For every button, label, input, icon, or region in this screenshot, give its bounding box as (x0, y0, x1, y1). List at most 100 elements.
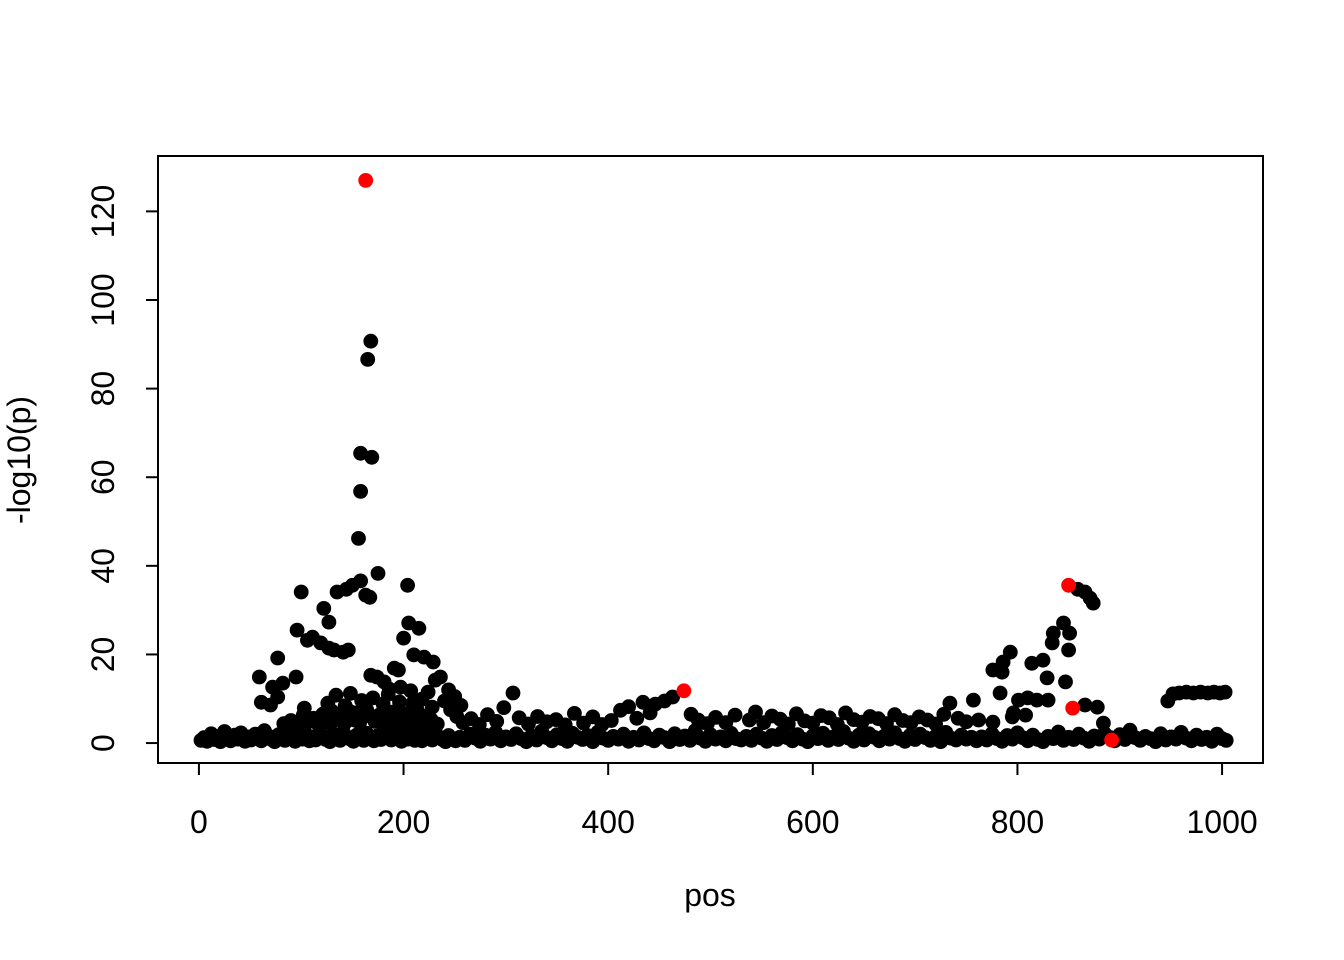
y-tick-label: 60 (85, 459, 121, 495)
data-point (557, 717, 573, 733)
data-point (966, 692, 981, 708)
data-point (337, 698, 353, 714)
data-point (1039, 670, 1055, 686)
data-point (471, 717, 487, 732)
data-point (1006, 705, 1021, 721)
data-point (420, 684, 436, 700)
data-point (1077, 697, 1093, 713)
y-tick-label: 0 (85, 734, 121, 752)
x-axis: 0 200 400 600 800 1000 (190, 764, 1258, 840)
data-point (405, 695, 421, 711)
data-point (958, 714, 974, 730)
data-point (362, 589, 378, 605)
x-tick-label: 800 (991, 804, 1044, 840)
data-point (270, 689, 286, 705)
x-tick-label: 400 (581, 804, 634, 840)
data-point (830, 717, 845, 732)
data-point (505, 685, 521, 701)
data-point (364, 449, 380, 465)
data-point (1045, 625, 1061, 641)
highlighted-point (1061, 577, 1076, 593)
data-point (992, 685, 1008, 701)
data-point (360, 352, 376, 367)
highlighted-point (676, 683, 692, 699)
data-point (296, 700, 312, 716)
y-tick-label: 40 (85, 548, 121, 584)
data-point (1024, 655, 1040, 671)
data-point (1085, 595, 1101, 611)
data-point (971, 712, 986, 728)
data-point (1018, 707, 1033, 723)
data-point (621, 699, 636, 715)
data-point (1218, 733, 1234, 748)
data-point (635, 694, 651, 710)
y-tick-label: 20 (85, 637, 121, 673)
data-point (1002, 644, 1018, 660)
data-point (392, 694, 407, 710)
data-point (275, 675, 291, 691)
data-point (353, 573, 368, 589)
data-point (496, 700, 512, 715)
data-point (985, 714, 1001, 730)
data-point (398, 706, 413, 722)
data-point (1058, 674, 1073, 690)
data-point (425, 654, 441, 670)
points-layer (193, 173, 1234, 750)
data-point (343, 686, 358, 701)
data-point (370, 566, 386, 581)
highlighted-point (1065, 700, 1081, 716)
data-point (1035, 652, 1051, 668)
data-point (429, 716, 445, 732)
data-point (351, 531, 366, 546)
data-point (321, 614, 337, 630)
data-point (433, 669, 448, 685)
y-axis: 0 20 40 60 80 100 120 (85, 185, 157, 752)
data-point (316, 601, 332, 616)
data-point (391, 662, 406, 678)
data-point (1040, 692, 1056, 708)
data-point (411, 620, 427, 636)
data-point (1062, 625, 1077, 641)
data-point (727, 707, 743, 723)
data-point (251, 669, 267, 685)
y-tick-label: 120 (85, 185, 121, 238)
data-point (424, 699, 440, 715)
data-point (288, 669, 304, 685)
data-point (928, 716, 943, 732)
data-point (270, 650, 286, 666)
data-point (348, 705, 363, 721)
data-point (453, 698, 469, 713)
x-tick-label: 600 (786, 804, 839, 840)
x-tick-label: 1000 (1186, 804, 1257, 840)
data-point (936, 706, 952, 722)
highlighted-point (358, 173, 374, 188)
y-axis-label: -log10(p) (1, 396, 37, 524)
x-tick-label: 0 (190, 804, 208, 840)
data-point (1029, 692, 1045, 708)
data-point (353, 484, 368, 499)
x-axis-label: pos (684, 877, 736, 913)
data-point (340, 642, 356, 658)
data-point (396, 630, 411, 646)
highlighted-point (1104, 732, 1119, 748)
y-tick-label: 80 (85, 371, 121, 407)
data-point (748, 704, 763, 720)
data-point (400, 577, 415, 593)
data-point (359, 702, 375, 718)
data-point (1217, 684, 1233, 700)
y-tick-label: 100 (85, 273, 121, 326)
data-point (603, 713, 619, 728)
data-point (489, 714, 505, 729)
data-point (363, 333, 379, 349)
data-point (1096, 715, 1111, 731)
data-point (665, 689, 680, 705)
data-point (780, 716, 796, 732)
data-point (293, 584, 309, 600)
data-point (353, 445, 368, 461)
data-point (381, 681, 397, 697)
data-point (289, 622, 305, 638)
data-point (567, 706, 582, 721)
data-point (942, 695, 958, 711)
